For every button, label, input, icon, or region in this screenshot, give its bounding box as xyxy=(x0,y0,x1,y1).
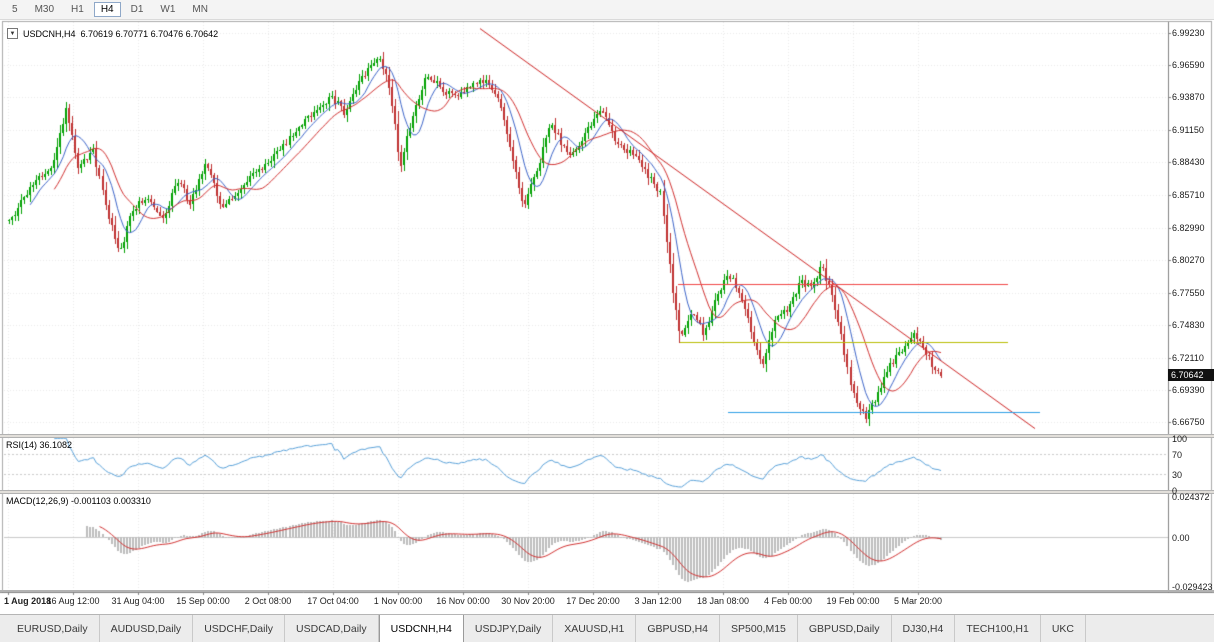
chart-tab-xauusd-h1[interactable]: XAUUSD,H1 xyxy=(553,615,637,642)
timeframe-button-h1[interactable]: H1 xyxy=(71,4,84,15)
panel-separator[interactable] xyxy=(0,434,1214,438)
chart-tab-gbpusd-h4[interactable]: GBPUSD,H4 xyxy=(636,615,721,642)
panel-separator[interactable] xyxy=(0,590,1214,592)
panel-separator[interactable] xyxy=(0,490,1214,494)
rsi-indicator-label: RSI(14) 36.1082 xyxy=(6,440,73,450)
symbol-timeframe-label: USDCNH,H4 xyxy=(23,28,76,39)
timeframe-button-m30[interactable]: M30 xyxy=(34,4,55,15)
chevron-down-icon[interactable]: ▼ xyxy=(7,28,18,39)
macd-indicator-label: MACD(12,26,9) -0.001103 0.003310 xyxy=(6,496,151,506)
timeframe-toolbar: 5 M30 H1 H4 D1 W1 MN xyxy=(0,0,1214,20)
ohlc-values: 6.70619 6.70771 6.70476 6.70642 xyxy=(80,28,219,39)
chart-tab-sp500-m15[interactable]: SP500,M15 xyxy=(720,615,798,642)
chart-tab-usdjpy-daily[interactable]: USDJPY,Daily xyxy=(464,615,554,642)
current-price-badge: 6.70642 xyxy=(1168,369,1214,382)
chart-tab-ukc[interactable]: UKC xyxy=(1041,615,1086,642)
chart-tab-usdcad-daily[interactable]: USDCAD,Daily xyxy=(285,615,379,642)
chart-tab-dj30-h4[interactable]: DJ30,H4 xyxy=(892,615,956,642)
chart-tab-tech100-h1[interactable]: TECH100,H1 xyxy=(955,615,1041,642)
chart-tab-gbpusd-daily[interactable]: GBPUSD,Daily xyxy=(798,615,892,642)
timeframe-button-w1[interactable]: W1 xyxy=(160,4,176,15)
symbol-label: ▼ USDCNH,H4 6.70619 6.70771 6.70476 6.70… xyxy=(7,28,218,39)
timeframe-button-d1[interactable]: D1 xyxy=(130,4,144,15)
chart-tab-usdcnh-h4[interactable]: USDCNH,H4 xyxy=(378,615,464,642)
chart-tab-usdchf-daily[interactable]: USDCHF,Daily xyxy=(193,615,286,642)
timeframe-button-h4[interactable]: H4 xyxy=(93,2,121,17)
chart-tab-eurusd-daily[interactable]: EURUSD,Daily xyxy=(6,615,100,642)
timeframe-button-mn[interactable]: MN xyxy=(192,4,208,15)
timeframe-button-5[interactable]: 5 xyxy=(12,4,18,15)
chart-tabs-bar: EURUSD,Daily AUDUSD,Daily USDCHF,Daily USDC… xyxy=(0,614,1214,642)
chart-tab-audusd-daily[interactable]: AUDUSD,Daily xyxy=(100,615,194,642)
